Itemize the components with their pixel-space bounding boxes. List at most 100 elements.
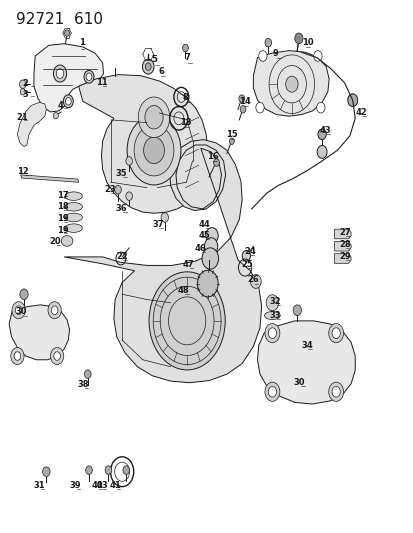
Circle shape bbox=[264, 382, 279, 401]
Circle shape bbox=[285, 76, 297, 92]
Circle shape bbox=[161, 213, 168, 222]
Circle shape bbox=[12, 302, 25, 319]
Ellipse shape bbox=[61, 236, 73, 246]
Polygon shape bbox=[78, 75, 207, 213]
Text: 19: 19 bbox=[57, 226, 69, 235]
Text: 33: 33 bbox=[269, 311, 281, 320]
Text: 4: 4 bbox=[58, 101, 64, 109]
Circle shape bbox=[197, 270, 218, 297]
Polygon shape bbox=[257, 321, 354, 404]
Circle shape bbox=[213, 159, 219, 166]
Circle shape bbox=[64, 30, 69, 36]
Text: 92721  610: 92721 610 bbox=[16, 12, 102, 27]
Circle shape bbox=[134, 125, 173, 176]
Text: 15: 15 bbox=[225, 130, 237, 139]
Text: 12: 12 bbox=[17, 167, 29, 176]
Text: 43: 43 bbox=[319, 126, 330, 135]
Polygon shape bbox=[9, 305, 69, 360]
Circle shape bbox=[63, 95, 73, 108]
Ellipse shape bbox=[65, 224, 82, 232]
Circle shape bbox=[328, 382, 343, 401]
Text: 2: 2 bbox=[23, 79, 28, 88]
Text: 36: 36 bbox=[116, 205, 127, 213]
Text: 39: 39 bbox=[69, 481, 81, 490]
Circle shape bbox=[20, 88, 25, 95]
Circle shape bbox=[48, 302, 61, 319]
Circle shape bbox=[242, 251, 250, 261]
Circle shape bbox=[316, 102, 324, 113]
Circle shape bbox=[204, 238, 217, 255]
Text: 31: 31 bbox=[33, 481, 45, 490]
Text: 28: 28 bbox=[339, 240, 350, 248]
Text: 10: 10 bbox=[301, 38, 313, 47]
Text: 3: 3 bbox=[23, 90, 28, 99]
Circle shape bbox=[264, 38, 271, 47]
Text: 18: 18 bbox=[57, 203, 69, 211]
Text: 45: 45 bbox=[198, 231, 210, 240]
Ellipse shape bbox=[65, 213, 82, 222]
Circle shape bbox=[114, 185, 121, 194]
Text: 41: 41 bbox=[109, 481, 121, 490]
Circle shape bbox=[56, 69, 64, 78]
Text: 9: 9 bbox=[272, 49, 278, 58]
Text: 5: 5 bbox=[151, 55, 157, 64]
Text: 26: 26 bbox=[247, 276, 259, 284]
Text: 13: 13 bbox=[180, 118, 192, 127]
Text: 48: 48 bbox=[178, 286, 189, 295]
Circle shape bbox=[126, 192, 132, 200]
Polygon shape bbox=[17, 102, 46, 147]
Circle shape bbox=[65, 98, 71, 105]
Text: 38: 38 bbox=[78, 381, 89, 389]
Circle shape bbox=[85, 466, 92, 474]
Text: 20: 20 bbox=[50, 237, 61, 246]
Text: 34: 34 bbox=[301, 341, 312, 350]
Circle shape bbox=[84, 70, 94, 83]
Polygon shape bbox=[334, 241, 350, 251]
Text: 40: 40 bbox=[92, 481, 103, 490]
Ellipse shape bbox=[264, 311, 280, 320]
Circle shape bbox=[43, 467, 50, 477]
Circle shape bbox=[331, 328, 339, 338]
Circle shape bbox=[127, 116, 180, 185]
Text: 23: 23 bbox=[104, 185, 116, 194]
Circle shape bbox=[84, 370, 91, 378]
Circle shape bbox=[255, 102, 263, 113]
Text: 17: 17 bbox=[57, 191, 69, 199]
Circle shape bbox=[143, 137, 164, 164]
Polygon shape bbox=[253, 51, 328, 116]
Polygon shape bbox=[334, 229, 350, 239]
Text: 29: 29 bbox=[339, 252, 350, 261]
Circle shape bbox=[229, 138, 234, 144]
Text: 6: 6 bbox=[158, 68, 164, 76]
Polygon shape bbox=[21, 175, 78, 182]
Circle shape bbox=[328, 324, 343, 343]
Text: 1: 1 bbox=[78, 38, 84, 47]
Circle shape bbox=[54, 352, 60, 360]
Circle shape bbox=[142, 59, 154, 74]
Circle shape bbox=[331, 386, 339, 397]
Text: 7: 7 bbox=[184, 53, 190, 62]
Circle shape bbox=[145, 63, 151, 70]
Circle shape bbox=[313, 51, 321, 61]
Text: 27: 27 bbox=[339, 228, 350, 237]
Text: 35: 35 bbox=[115, 169, 126, 177]
Circle shape bbox=[316, 146, 326, 158]
Text: 47: 47 bbox=[182, 260, 193, 269]
Text: 32: 32 bbox=[269, 297, 281, 305]
Circle shape bbox=[53, 112, 58, 119]
Text: 16: 16 bbox=[206, 152, 218, 161]
Circle shape bbox=[123, 466, 129, 474]
Circle shape bbox=[50, 348, 64, 365]
Polygon shape bbox=[64, 140, 261, 383]
Circle shape bbox=[105, 466, 112, 474]
Text: 22: 22 bbox=[116, 253, 127, 261]
Circle shape bbox=[182, 44, 188, 52]
Circle shape bbox=[20, 289, 28, 300]
Text: 25: 25 bbox=[240, 260, 252, 269]
Ellipse shape bbox=[65, 192, 82, 200]
Circle shape bbox=[317, 129, 325, 140]
Circle shape bbox=[238, 95, 244, 102]
Circle shape bbox=[126, 157, 132, 165]
Text: 30: 30 bbox=[16, 308, 27, 316]
Circle shape bbox=[15, 306, 22, 314]
